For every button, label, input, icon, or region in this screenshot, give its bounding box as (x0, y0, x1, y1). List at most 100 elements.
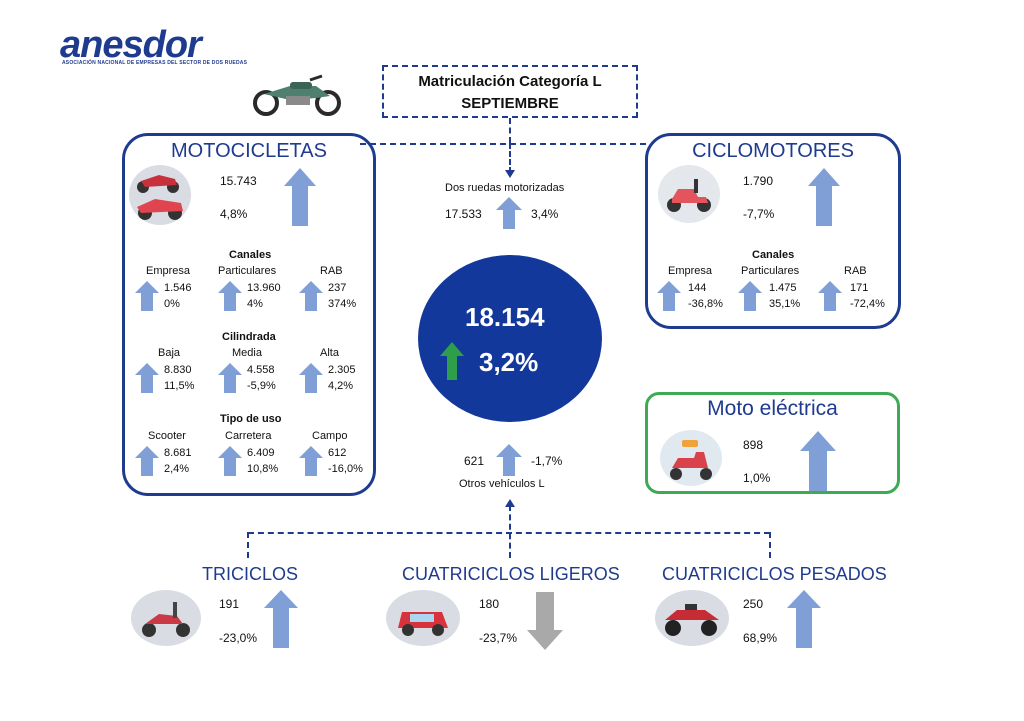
moto-tipo-uso-label: Carretera (225, 430, 272, 442)
moto-tipo-uso-heading: Tipo de uso (220, 413, 282, 425)
arrowhead-up-icon (505, 499, 515, 507)
moto-canales-heading: Canales (229, 249, 272, 261)
moped-icon (658, 165, 720, 223)
cuatriciclos-pesados-change: 68,9% (743, 631, 778, 645)
ciclo-canal-value: 171 (850, 282, 869, 294)
moto-tipo-uso-value: 6.409 (247, 447, 275, 459)
moto-cilindrada-value: 8.830 (164, 364, 192, 376)
ciclo-canal-label: RAB (844, 265, 867, 277)
report-month: SEPTIEMBRE (461, 95, 559, 112)
dos-ruedas-label: Dos ruedas motorizadas (445, 182, 565, 194)
ciclomotores-value: 1.790 (743, 174, 774, 188)
moto-canal-label: Particulares (218, 265, 277, 277)
moto-electrica-panel (645, 392, 900, 494)
otros-label: Otros vehículos L (459, 478, 545, 490)
up-arrow-icon (218, 281, 242, 311)
up-arrow-icon (135, 446, 159, 476)
connector-down (509, 143, 511, 173)
moto-canal-change: 0% (164, 298, 180, 310)
moto-electrica-value: 898 (743, 438, 764, 452)
triciclos-up-arrow-icon (264, 590, 298, 648)
connector-top (360, 143, 646, 145)
up-arrow-icon (818, 281, 842, 311)
motocicletas-change: 4,8% (220, 207, 248, 221)
ciclo-canales-heading: Canales (752, 249, 795, 261)
moto-electrica-change: 1,0% (743, 471, 771, 485)
up-arrow-icon (657, 281, 681, 311)
connector-ligeros (509, 505, 511, 558)
tricycle-icon (131, 590, 201, 646)
moto-tipo-uso-value: 612 (328, 447, 347, 459)
cuatriciclos-ligeros-title: CUATRICICLOS LIGEROS (402, 564, 620, 584)
total-value: 18.154 (465, 302, 545, 332)
connector-pesados (769, 532, 771, 558)
quad-bike-icon (655, 590, 729, 646)
up-arrow-icon (299, 363, 323, 393)
green-up-arrow-icon (440, 342, 464, 380)
moto-electrica-title: Moto eléctrica (707, 397, 838, 420)
ciclomotores-change: -7,7% (743, 207, 775, 221)
moto-cilindrada-change: 4,2% (328, 380, 354, 392)
cuatriciclos-ligeros-down-arrow-icon (527, 592, 563, 650)
moto-cilindrada-value: 4.558 (247, 364, 275, 376)
moto-canal-value: 237 (328, 282, 347, 294)
logo-subtitle: ASOCIACIÓN NACIONAL DE EMPRESAS DEL SECT… (62, 60, 248, 66)
ciclo-canal-label: Empresa (668, 265, 713, 277)
ciclomotores-title: CICLOMOTORES (692, 140, 854, 162)
up-arrow-icon (496, 197, 522, 229)
ciclo-canal-value: 1.475 (769, 282, 797, 294)
report-title: Matriculación Categoría L (418, 73, 602, 90)
moto-electrica-up-arrow-icon (800, 431, 836, 491)
motocicletas-title: MOTOCICLETAS (171, 140, 327, 162)
ciclo-canal-change: 35,1% (769, 298, 801, 310)
electric-scooter-icon (660, 430, 722, 486)
cuatriciclos-ligeros-value: 180 (479, 597, 500, 611)
motocicletas-value: 15.743 (220, 174, 257, 188)
moto-tipo-uso-value: 8.681 (164, 447, 192, 459)
moto-tipo-uso-change: 10,8% (247, 463, 279, 475)
moto-cilindrada-label: Alta (320, 347, 339, 359)
triciclos-change: -23,0% (219, 631, 258, 645)
moto-canal-label: RAB (320, 265, 343, 277)
up-arrow-icon (738, 281, 762, 311)
moto-tipo-uso-label: Campo (312, 430, 348, 442)
anesdor-logo: anesdor (60, 24, 202, 66)
vintage-motorcycle-icon (250, 72, 344, 116)
otros-value: 621 (464, 454, 485, 468)
otros-change: -1,7% (531, 454, 563, 468)
moto-canal-change: 374% (328, 298, 357, 310)
moto-cilindrada-change: -5,9% (247, 380, 276, 392)
up-arrow-icon (299, 446, 323, 476)
report-title-box: Matriculación Categoría L SEPTIEMBRE (382, 65, 638, 118)
ciclo-canal-value: 144 (688, 282, 707, 294)
cuatriciclos-pesados-title: CUATRICICLOS PESADOS (662, 564, 887, 584)
up-arrow-icon (135, 281, 159, 311)
dos-ruedas-value: 17.533 (445, 207, 482, 221)
connector-title (509, 118, 511, 143)
total-circle (418, 255, 602, 422)
connector-triciclos (247, 532, 249, 558)
moto-cilindrada-heading: Cilindrada (222, 331, 276, 343)
moto-canal-value: 13.960 (247, 282, 281, 294)
motocicletas-up-arrow-icon (284, 168, 316, 226)
moto-tipo-uso-change: 2,4% (164, 463, 190, 475)
cuatriciclos-pesados-up-arrow-icon (787, 590, 821, 648)
ciclo-canal-change: -36,8% (688, 298, 723, 310)
moto-cilindrada-value: 2.305 (328, 364, 356, 376)
triciclos-value: 191 (219, 597, 240, 611)
ciclomotores-up-arrow-icon (808, 168, 840, 226)
moto-tipo-uso-label: Scooter (148, 430, 186, 442)
ciclo-canal-label: Particulares (741, 265, 800, 277)
triciclos-title: TRICICLOS (202, 564, 299, 584)
up-arrow-icon (218, 446, 242, 476)
cuatriciclos-ligeros-change: -23,7% (479, 631, 518, 645)
ciclo-canal-change: -72,4% (850, 298, 885, 310)
total-change: 3,2% (479, 347, 539, 377)
microcar-icon (386, 590, 460, 646)
moto-canal-label: Empresa (146, 265, 191, 277)
moto-canal-value: 1.546 (164, 282, 192, 294)
up-arrow-icon (218, 363, 242, 393)
motocicletas-panel: MOTOCICLETAS (122, 133, 376, 496)
moto-cilindrada-label: Baja (158, 347, 181, 359)
cuatriciclos-pesados-value: 250 (743, 597, 764, 611)
